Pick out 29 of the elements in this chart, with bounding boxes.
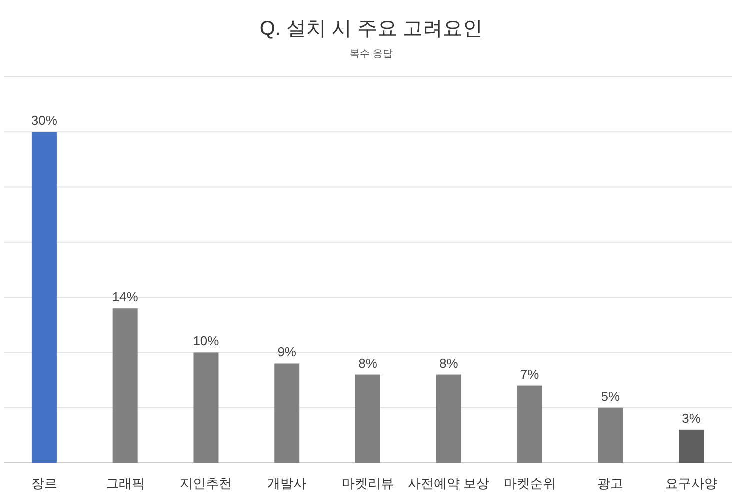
bar <box>598 408 624 463</box>
data-label: 3% <box>682 410 702 426</box>
bar <box>436 374 462 463</box>
x-tick-label: 개발사 <box>268 476 307 491</box>
data-label: 14% <box>112 290 139 305</box>
bar <box>32 132 57 463</box>
bar <box>679 430 704 463</box>
x-tick-label: 장르 <box>31 476 58 491</box>
x-tick-label: 지인추천 <box>180 476 232 491</box>
chart-subtitle: 복수 응답 <box>350 49 393 60</box>
data-label: 30% <box>31 113 58 128</box>
chart-title: Q. 설치 시 주요 고려요인 <box>260 18 484 40</box>
data-label: 10% <box>193 334 220 349</box>
bar <box>194 352 219 463</box>
x-tick-label: 요구사양 <box>666 476 718 491</box>
data-label: 8% <box>439 356 459 371</box>
bar <box>274 364 300 463</box>
data-label: 8% <box>358 356 378 371</box>
data-label: 5% <box>601 388 620 404</box>
data-label: 7% <box>520 366 540 382</box>
data-label: 9% <box>278 344 297 360</box>
x-tick-label: 광고 <box>598 476 624 491</box>
x-tick-label: 마켓순위 <box>504 476 556 491</box>
x-tick-label: 마켓리뷰 <box>342 476 394 491</box>
bar <box>517 386 542 463</box>
x-tick-label: 그래픽 <box>106 476 145 491</box>
bar <box>112 308 138 463</box>
bar <box>356 374 380 463</box>
x-tick-label: 사전예약 보상 <box>408 476 490 491</box>
